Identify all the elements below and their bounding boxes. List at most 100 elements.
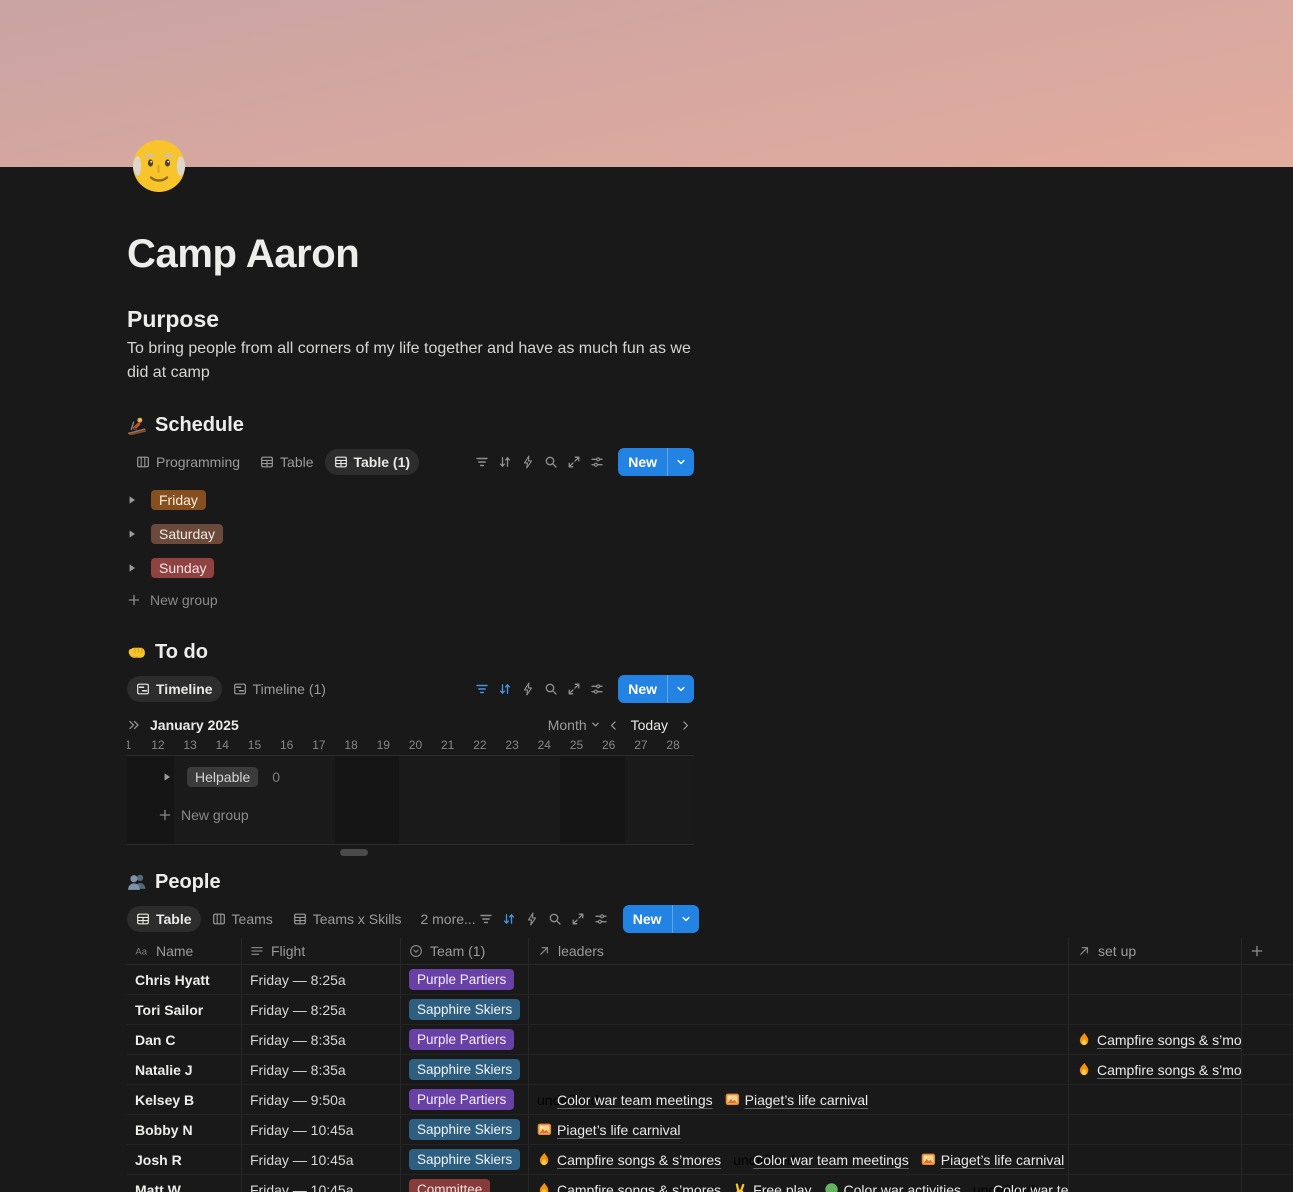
- schedule-group-friday[interactable]: Friday: [127, 483, 694, 517]
- cell-set-up[interactable]: [1069, 1085, 1242, 1114]
- group-tag[interactable]: Sunday: [151, 558, 215, 578]
- expand-icon[interactable]: [563, 677, 584, 701]
- new-button[interactable]: New: [618, 675, 694, 703]
- page-link[interactable]: Campfire songs & s’mores: [537, 1152, 721, 1168]
- timeline-new-group-button[interactable]: New group: [158, 800, 249, 830]
- view-settings-icon[interactable]: [586, 450, 607, 474]
- cell-name[interactable]: Chris Hyatt: [127, 965, 242, 994]
- cell-set-up[interactable]: [1069, 965, 1242, 994]
- cell-leaders[interactable]: undefined Color war team meetings Piaget’s…: [529, 1085, 1069, 1114]
- sort-icon[interactable]: [494, 677, 515, 701]
- column-header-team-1-[interactable]: Team (1): [401, 938, 529, 964]
- cell-leaders[interactable]: Campfire songs & s’mores undefined Color w…: [529, 1145, 1069, 1174]
- group-tag[interactable]: Helpable: [187, 767, 259, 787]
- more-views-button[interactable]: 2 more...: [420, 911, 476, 927]
- cell-flight[interactable]: Friday — 10:45a: [242, 1115, 401, 1144]
- new-button-dropdown[interactable]: [667, 448, 694, 476]
- tab-programming[interactable]: Programming: [127, 449, 249, 475]
- timeline-prev-button[interactable]: [605, 716, 623, 734]
- schedule-group-sunday[interactable]: Sunday: [127, 551, 694, 585]
- sort-icon[interactable]: [499, 907, 520, 931]
- cell-set-up[interactable]: [1069, 995, 1242, 1024]
- cell-leaders[interactable]: [529, 1025, 1069, 1054]
- new-button[interactable]: New: [622, 905, 699, 933]
- new-button-label[interactable]: New: [628, 681, 657, 697]
- triangle-collapse-icon[interactable]: [127, 527, 147, 541]
- cell-team[interactable]: Committee: [401, 1175, 529, 1192]
- add-column-button[interactable]: [1242, 938, 1293, 964]
- page-link[interactable]: Free play: [733, 1182, 812, 1192]
- triangle-collapse-icon[interactable]: [162, 770, 182, 784]
- tab-table[interactable]: Table: [251, 449, 322, 475]
- page-link[interactable]: Campfire songs & s’mores: [1077, 1032, 1241, 1048]
- sort-icon[interactable]: [494, 450, 515, 474]
- page-link[interactable]: Piaget’s life carnival: [537, 1122, 680, 1138]
- timeline-scrollbar-thumb[interactable]: [340, 849, 368, 856]
- search-icon[interactable]: [545, 907, 566, 931]
- cell-set-up[interactable]: [1069, 1145, 1242, 1174]
- group-tag[interactable]: Friday: [151, 490, 206, 510]
- page-link[interactable]: Piaget’s life carnival: [725, 1092, 868, 1108]
- schedule-new-group-button[interactable]: New group: [127, 585, 694, 615]
- timeline-zoom-select[interactable]: Month: [548, 717, 601, 733]
- group-tag[interactable]: Saturday: [151, 524, 224, 544]
- collapse-sidebar-icon[interactable]: [127, 718, 143, 732]
- cell-name[interactable]: Josh R: [127, 1145, 242, 1174]
- cell-name[interactable]: Bobby N: [127, 1115, 242, 1144]
- page-link[interactable]: Piaget’s life carnival: [921, 1152, 1064, 1168]
- timeline-next-button[interactable]: [676, 716, 694, 734]
- automation-icon[interactable]: [522, 907, 543, 931]
- filter-icon[interactable]: [471, 450, 492, 474]
- cell-team[interactable]: Sapphire Skiers: [401, 1145, 529, 1174]
- search-icon[interactable]: [540, 677, 561, 701]
- cell-team[interactable]: Purple Partiers: [401, 1085, 529, 1114]
- tab-teams-x-skills[interactable]: Teams x Skills: [284, 906, 411, 932]
- tab-timeline[interactable]: Timeline: [127, 676, 222, 702]
- cell-flight[interactable]: Friday — 10:45a: [242, 1175, 401, 1192]
- new-button[interactable]: New: [618, 448, 694, 476]
- cell-leaders[interactable]: Campfire songs & s’mores Free play Color w…: [529, 1175, 1069, 1192]
- cell-team[interactable]: Sapphire Skiers: [401, 1055, 529, 1084]
- cell-flight[interactable]: Friday — 8:25a: [242, 965, 401, 994]
- new-button-dropdown[interactable]: [667, 675, 694, 703]
- filter-icon[interactable]: [471, 677, 492, 701]
- view-settings-icon[interactable]: [591, 907, 612, 931]
- cell-flight[interactable]: Friday — 10:45a: [242, 1145, 401, 1174]
- column-header-name[interactable]: Aa Name: [127, 938, 242, 964]
- page-link[interactable]: Campfire songs & s’mores: [1077, 1062, 1241, 1078]
- automation-icon[interactable]: [517, 450, 538, 474]
- column-header-flight[interactable]: Flight: [242, 938, 401, 964]
- view-settings-icon[interactable]: [586, 677, 607, 701]
- page-link[interactable]: Color war activities: [824, 1182, 961, 1192]
- cell-team[interactable]: Purple Partiers: [401, 965, 529, 994]
- cell-name[interactable]: Dan C: [127, 1025, 242, 1054]
- cell-leaders[interactable]: [529, 965, 1069, 994]
- page-icon[interactable]: [127, 132, 191, 196]
- column-header-set-up[interactable]: set up: [1069, 938, 1242, 964]
- tab-table-1-[interactable]: Table (1): [324, 449, 420, 475]
- cell-set-up[interactable]: [1069, 1115, 1242, 1144]
- new-button-label[interactable]: New: [632, 911, 662, 927]
- tab-table[interactable]: Table: [127, 906, 201, 932]
- expand-icon[interactable]: [568, 907, 589, 931]
- cell-flight[interactable]: Friday — 8:35a: [242, 1055, 401, 1084]
- cell-name[interactable]: Kelsey B: [127, 1085, 242, 1114]
- tab-timeline-1-[interactable]: Timeline (1): [224, 676, 335, 702]
- automation-icon[interactable]: [517, 677, 538, 701]
- cell-set-up[interactable]: [1069, 1175, 1242, 1192]
- cell-leaders[interactable]: Piaget’s life carnival: [529, 1115, 1069, 1144]
- page-link[interactable]: Campfire songs & s’mores: [537, 1182, 721, 1192]
- cell-leaders[interactable]: [529, 995, 1069, 1024]
- schedule-group-saturday[interactable]: Saturday: [127, 517, 694, 551]
- new-button-dropdown[interactable]: [671, 905, 699, 933]
- cell-name[interactable]: Natalie J: [127, 1055, 242, 1084]
- cell-flight[interactable]: Friday — 9:50a: [242, 1085, 401, 1114]
- cell-team[interactable]: Sapphire Skiers: [401, 1115, 529, 1144]
- cell-flight[interactable]: Friday — 8:35a: [242, 1025, 401, 1054]
- timeline-today-button[interactable]: Today: [630, 717, 668, 733]
- cell-name[interactable]: Matt W: [127, 1175, 242, 1192]
- new-button-label[interactable]: New: [628, 454, 657, 470]
- cell-team[interactable]: Purple Partiers: [401, 1025, 529, 1054]
